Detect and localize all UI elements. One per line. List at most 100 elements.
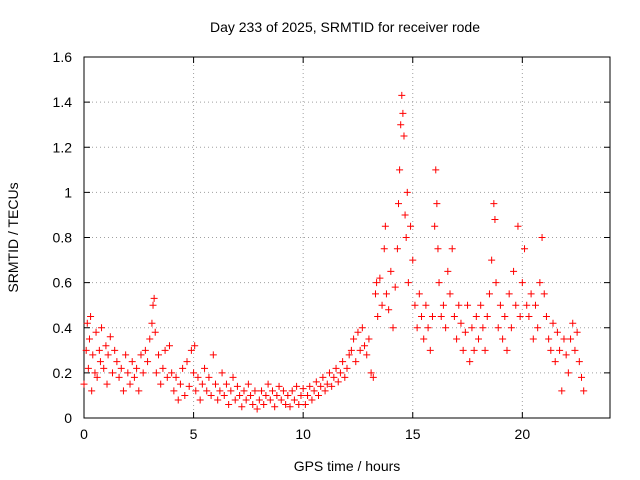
data-point xyxy=(545,335,553,343)
data-point xyxy=(321,387,329,395)
data-point xyxy=(437,312,445,320)
data-point xyxy=(434,245,442,253)
data-point xyxy=(578,373,586,381)
data-point xyxy=(402,234,410,241)
data-point xyxy=(299,385,307,393)
data-point xyxy=(275,382,283,390)
data-point xyxy=(194,373,202,381)
data-point xyxy=(220,391,228,399)
data-point xyxy=(510,267,518,275)
data-point xyxy=(494,324,502,332)
data-point xyxy=(373,279,381,287)
data-point xyxy=(415,290,423,298)
data-point xyxy=(236,391,244,399)
data-point xyxy=(356,346,364,354)
data-point xyxy=(141,346,149,354)
data-point xyxy=(547,346,555,354)
chart-title: Day 233 of 2025, SRMTID for receiver rod… xyxy=(210,19,480,35)
data-point xyxy=(422,301,430,309)
data-point xyxy=(479,324,487,332)
data-point xyxy=(560,335,568,343)
data-point xyxy=(569,319,577,327)
data-point xyxy=(124,369,132,377)
data-point xyxy=(424,324,432,332)
data-point xyxy=(84,364,92,372)
data-point xyxy=(149,301,157,309)
data-point xyxy=(286,403,294,411)
data-point xyxy=(130,373,138,381)
data-point xyxy=(483,312,491,320)
data-point xyxy=(301,400,309,408)
data-point xyxy=(103,380,111,388)
y-axis-label: SRMTID / TECUs xyxy=(5,182,21,292)
data-point xyxy=(151,328,159,336)
data-point xyxy=(339,358,347,366)
data-point xyxy=(273,391,281,399)
data-point xyxy=(341,373,349,381)
y-tick-label: 0.2 xyxy=(53,365,73,381)
data-point xyxy=(523,301,531,309)
data-point xyxy=(85,335,93,343)
data-point xyxy=(190,369,198,377)
data-point xyxy=(242,396,250,404)
data-point xyxy=(389,324,397,332)
points-layer xyxy=(80,91,588,413)
data-point xyxy=(328,382,336,390)
data-point xyxy=(88,387,96,395)
data-point xyxy=(534,324,542,332)
data-point xyxy=(148,319,156,327)
data-point xyxy=(330,373,338,381)
data-point xyxy=(306,382,314,390)
y-tick-label: 1.2 xyxy=(53,139,73,155)
data-point xyxy=(538,234,546,241)
data-point xyxy=(207,391,215,399)
data-point xyxy=(258,387,266,395)
data-point xyxy=(277,396,285,404)
data-point xyxy=(271,403,279,411)
data-point xyxy=(448,245,456,253)
data-point xyxy=(387,267,395,275)
data-point xyxy=(352,358,360,366)
x-tick-label: 20 xyxy=(515,426,531,442)
data-point xyxy=(106,333,114,341)
data-point xyxy=(334,378,342,386)
data-point xyxy=(247,391,255,399)
data-point xyxy=(503,346,511,354)
data-point xyxy=(490,200,498,208)
data-point xyxy=(231,396,239,404)
data-point xyxy=(575,358,583,366)
data-point xyxy=(157,380,165,388)
data-point xyxy=(385,306,393,314)
data-point xyxy=(319,373,327,381)
data-point xyxy=(183,358,191,366)
data-point xyxy=(459,346,467,354)
data-point xyxy=(420,335,428,343)
y-tick-label: 1.4 xyxy=(53,94,73,110)
data-point xyxy=(499,335,507,343)
data-point xyxy=(529,335,537,343)
data-point xyxy=(128,358,136,366)
data-point xyxy=(170,387,178,395)
data-point xyxy=(260,400,268,408)
data-point xyxy=(233,382,241,390)
data-point xyxy=(439,301,447,309)
data-point xyxy=(111,346,119,354)
data-point xyxy=(485,290,493,298)
data-point xyxy=(297,391,305,399)
data-point xyxy=(119,387,127,395)
data-point xyxy=(562,351,570,359)
data-point xyxy=(382,290,390,298)
data-point xyxy=(446,290,454,298)
data-point xyxy=(361,342,369,350)
data-point xyxy=(310,387,318,395)
data-point xyxy=(137,351,145,359)
data-point xyxy=(380,245,388,253)
data-point xyxy=(542,312,550,320)
data-point xyxy=(397,121,405,129)
data-point xyxy=(214,396,222,404)
data-point xyxy=(332,364,340,372)
data-point xyxy=(181,391,189,399)
data-point xyxy=(435,279,443,287)
data-point xyxy=(403,188,411,196)
data-point xyxy=(512,301,520,309)
